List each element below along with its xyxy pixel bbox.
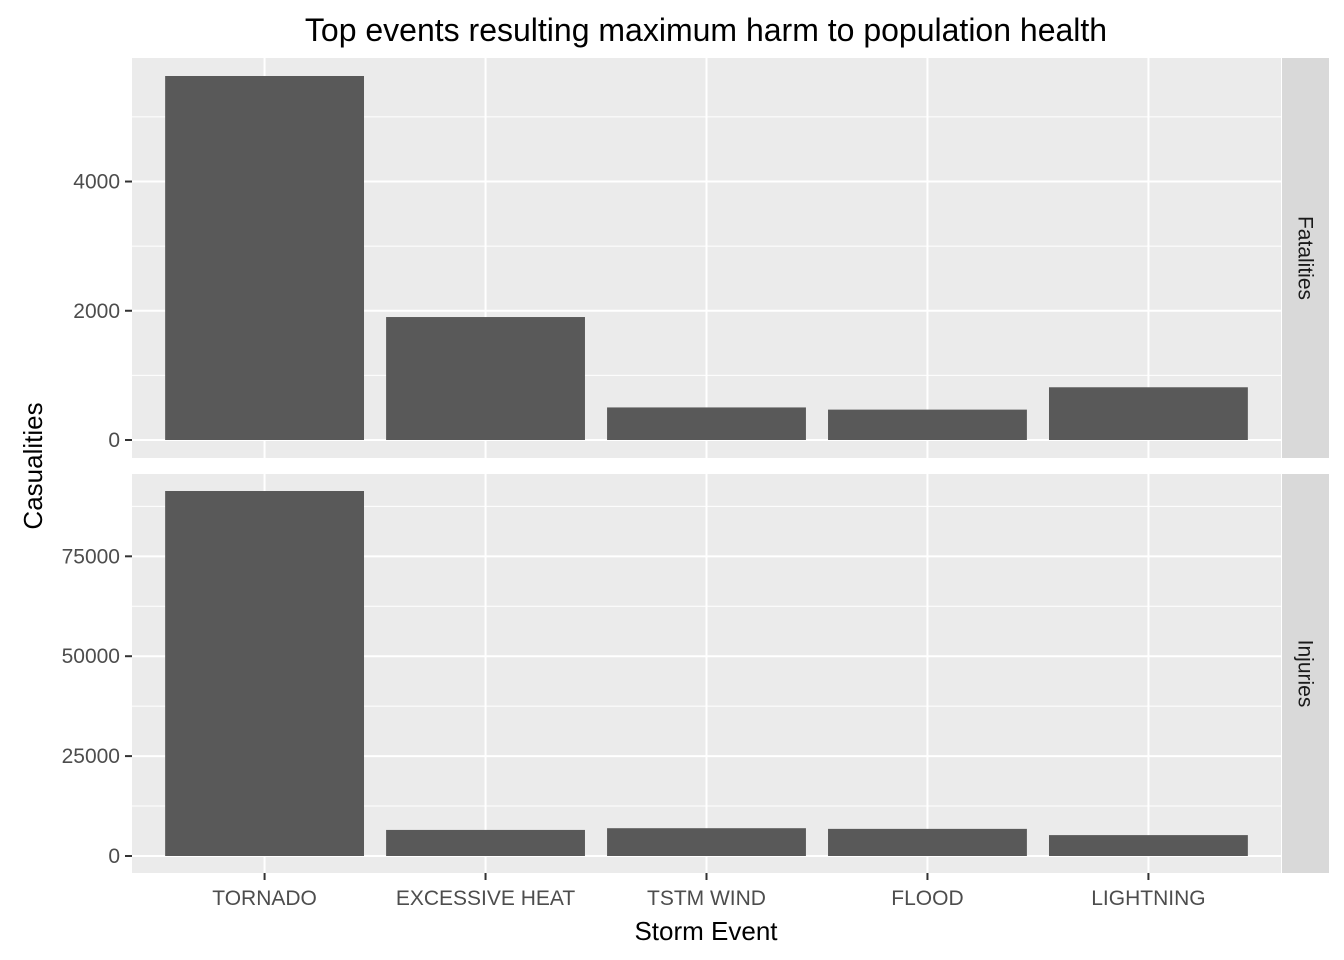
bar-fatalities-flood [828,409,1027,440]
y-tick-label: 50000 [62,645,120,668]
y-tick-label: 4000 [73,171,120,194]
bar-injuries-tornado [165,491,365,856]
facet-fatalities: 0 2000 4000 Fatalities [73,58,1329,458]
x-tick-label: TSTM WIND [647,887,766,910]
y-axis-title: Casualities [18,402,48,529]
bar-fatalities-tornado [165,76,365,440]
bar-fatalities-tstm-wind [607,407,806,440]
bar-injuries-excessive-heat [386,829,585,856]
x-tick-label: FLOOD [891,887,963,910]
facet-strip [1282,58,1329,458]
x-tick-label: TORNADO [212,887,317,910]
bar-injuries-flood [828,828,1027,856]
y-tick-label: 0 [108,845,120,868]
bar-fatalities-excessive-heat [386,317,585,440]
bar-fatalities-lightning [1048,387,1248,440]
y-tick-label: 75000 [62,545,120,568]
chart-title: Top events resulting maximum harm to pop… [305,12,1107,48]
facet-strip [1282,474,1329,873]
x-tick-label: EXCESSIVE HEAT [396,887,576,910]
facet-injuries: 0 25000 50000 75000 Injuries [62,474,1329,873]
bar-injuries-lightning [1048,835,1248,856]
facet-panels: 0 2000 4000 Fatalities 0 25000 50000 75000 Injur… [62,58,1329,873]
y-tick-label: 0 [108,429,120,452]
y-tick-label: 2000 [73,300,120,323]
facet-strip-label: Fatalities [1294,216,1317,300]
x-axis-title: Storm Event [634,916,778,946]
x-tick-label: LIGHTNING [1091,887,1205,910]
bar-injuries-tstm-wind [607,828,806,856]
y-tick-label: 25000 [62,745,120,768]
x-axis: TORNADO EXCESSIVE HEAT TSTM WIND FLOOD LIGHT… [212,873,1206,910]
facet-strip-label: Injuries [1294,640,1317,708]
